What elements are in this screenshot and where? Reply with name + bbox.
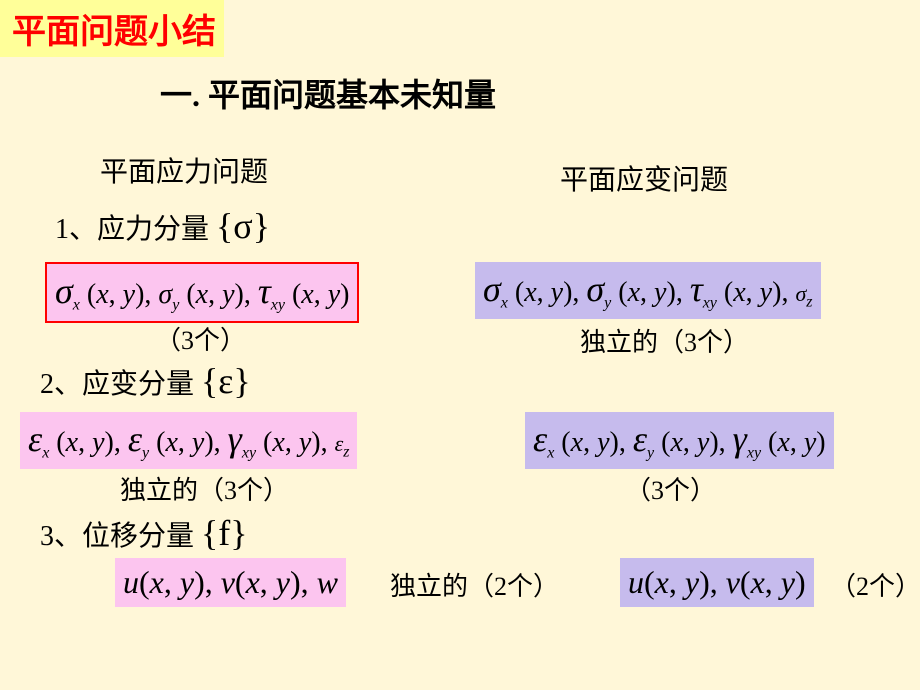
column-header-right: 平面应变问题 xyxy=(560,158,728,198)
disp-left-formula: u(x, y), v(x, y), w xyxy=(115,558,346,607)
row-disp-label: 3、位移分量 {f} xyxy=(40,512,248,554)
row-disp-symbol: {f} xyxy=(201,513,248,553)
strain-right-formula: εx (x, y), εy (x, y), γxy (x, y) xyxy=(525,412,834,469)
row-disp-text: 3、位移分量 xyxy=(40,521,194,552)
strain-left-annot: 独立的（3个） xyxy=(120,470,289,507)
row-strain-text: 2、应变分量 xyxy=(40,369,194,400)
strain-right-annot: （3个） xyxy=(625,470,716,507)
disp-left-annot: 独立的（2个） xyxy=(390,566,559,603)
stress-left-formula: σx (x, y), σy (x, y), τxy (x, y) xyxy=(45,262,359,323)
column-header-left: 平面应力问题 xyxy=(100,150,268,190)
stress-right-formula: σx (x, y), σy (x, y), τxy (x, y), σz xyxy=(475,262,821,319)
disp-right-annot: （2个） xyxy=(830,566,920,603)
stress-left-annot: （3个） xyxy=(155,320,246,357)
section-heading: 一. 平面问题基本未知量 xyxy=(160,70,496,116)
page-title-box: 平面问题小结 xyxy=(0,0,224,57)
row-strain-label: 2、应变分量 {ε} xyxy=(40,360,251,402)
disp-right-formula: u(x, y), v(x, y) xyxy=(620,558,814,607)
row-stress-label: 1、应力分量 {σ} xyxy=(55,205,270,247)
strain-left-formula: εx (x, y), εy (x, y), γxy (x, y), εz xyxy=(20,412,357,469)
row-strain-symbol: {ε} xyxy=(201,361,251,401)
stress-right-annot: 独立的（3个） xyxy=(580,322,749,359)
row-stress-text: 1、应力分量 xyxy=(55,214,209,245)
row-stress-symbol: {σ} xyxy=(216,206,270,246)
page-title: 平面问题小结 xyxy=(12,13,216,51)
